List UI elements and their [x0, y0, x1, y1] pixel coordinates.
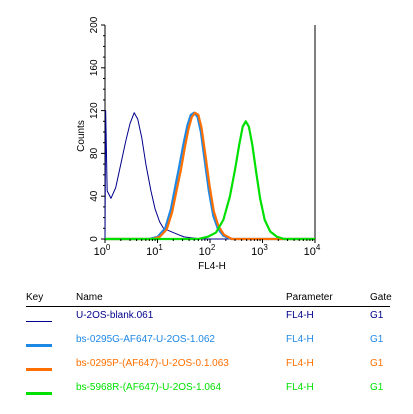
legend-divider — [26, 306, 390, 307]
y-tick-label: 120 — [89, 102, 100, 119]
y-tick-label: 0 — [89, 236, 100, 242]
legend-header-name: Name — [76, 292, 103, 303]
legend-row-gate: G1 — [370, 382, 384, 393]
legend-swatch — [26, 392, 52, 395]
legend-row: bs-0295P-(AF647)-U-2OS-0.1.063 FL4-H G1 — [0, 358, 413, 372]
legend-header-parameter: Parameter — [286, 292, 333, 303]
series-line — [105, 111, 315, 241]
legend-row-parameter: FL4-H — [286, 358, 314, 369]
x-tick-label: 103 — [251, 243, 268, 258]
legend-row: bs-0295G-AF647-U-2OS-1.062 FL4-H G1 — [0, 334, 413, 348]
legend-row-name: bs-0295P-(AF647)-U-2OS-0.1.063 — [76, 358, 229, 369]
legend-row-parameter: FL4-H — [286, 382, 314, 393]
legend-row-name: bs-0295G-AF647-U-2OS-1.062 — [76, 334, 215, 345]
legend-row: U-2OS-blank.061 FL4-H G1 — [0, 310, 413, 324]
y-tick-label: 40 — [89, 190, 100, 202]
legend-swatch — [26, 344, 52, 347]
x-tick-label: 100 — [94, 243, 111, 258]
legend-swatch — [26, 321, 52, 322]
legend-header: Key Name Parameter Gate — [0, 292, 413, 306]
legend-row-gate: G1 — [370, 334, 384, 345]
x-tick-label: 104 — [304, 243, 321, 258]
x-tick-label: 101 — [146, 243, 163, 258]
series-line — [104, 110, 315, 240]
legend-row: bs-5968R-(AF647)-U-2OS-1.064 FL4-H G1 — [0, 382, 413, 396]
legend-header-gate: Gate — [370, 292, 392, 303]
axes — [104, 25, 316, 240]
legend-row-parameter: FL4-H — [286, 310, 314, 321]
y-tick-label: 200 — [89, 16, 100, 33]
legend-row-parameter: FL4-H — [286, 334, 314, 345]
y-tick-label: 160 — [89, 59, 100, 76]
legend-row-gate: G1 — [370, 358, 384, 369]
legend-header-key: Key — [26, 292, 44, 303]
y-axis-label: Counts — [76, 120, 87, 152]
y-tick-label: 80 — [89, 147, 100, 159]
legend-swatch — [26, 368, 52, 371]
series-line — [105, 120, 315, 241]
legend-row-name: U-2OS-blank.061 — [76, 310, 154, 321]
legend-row-name: bs-5968R-(AF647)-U-2OS-1.064 — [76, 382, 222, 393]
series-line — [105, 111, 315, 241]
x-tick-label: 102 — [199, 243, 216, 258]
legend-row-gate: G1 — [370, 310, 384, 321]
tick-layer: 0 40 80 120 160 200 100 101 102 103 104 — [89, 16, 321, 258]
histogram-chart: 0 40 80 120 160 200 100 101 102 103 104 FL4-H Coun… — [76, 16, 321, 272]
series-layer — [104, 110, 315, 241]
x-axis-label: FL4-H — [198, 261, 226, 272]
